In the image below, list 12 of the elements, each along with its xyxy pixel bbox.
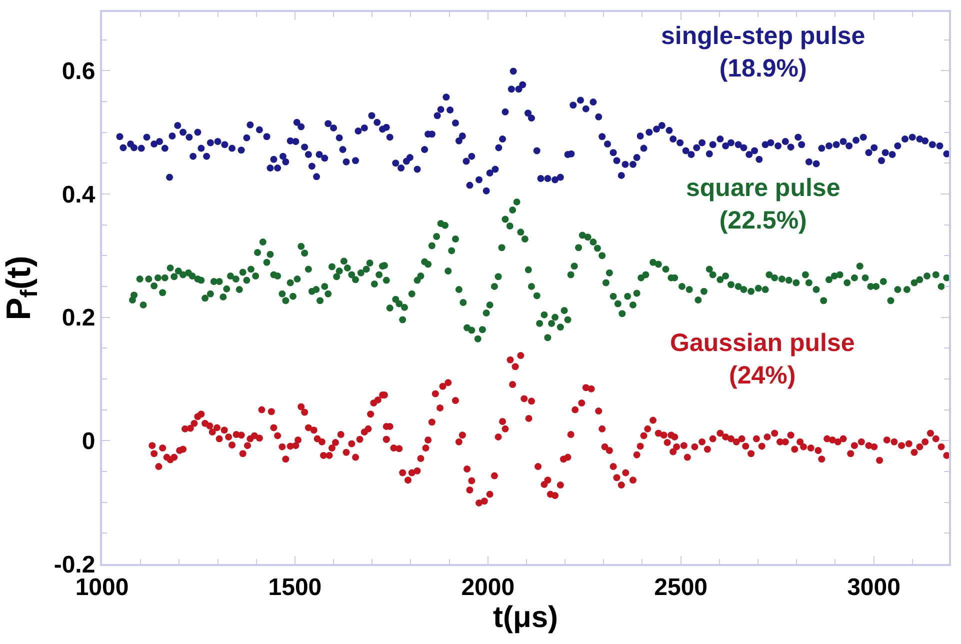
y-tick-label: 0.4 <box>62 181 96 208</box>
series-label: single-step pulse (18.9%) <box>661 22 866 82</box>
y-tick-label: 0 <box>82 428 96 456</box>
series-label: square pulse (22.5%) <box>686 174 840 234</box>
x-tick-label: 2500 <box>654 574 708 601</box>
y-tick-label: 0.6 <box>62 58 96 85</box>
x-axis-title: t(μs) <box>492 600 558 634</box>
x-tick-label: 2000 <box>461 574 515 601</box>
x-tick-label: 1500 <box>268 574 322 601</box>
series-label: Gaussian pulse (24%) <box>670 329 855 390</box>
y-tick-label: 0.2 <box>62 304 96 332</box>
x-tick-label: 3000 <box>847 574 900 601</box>
